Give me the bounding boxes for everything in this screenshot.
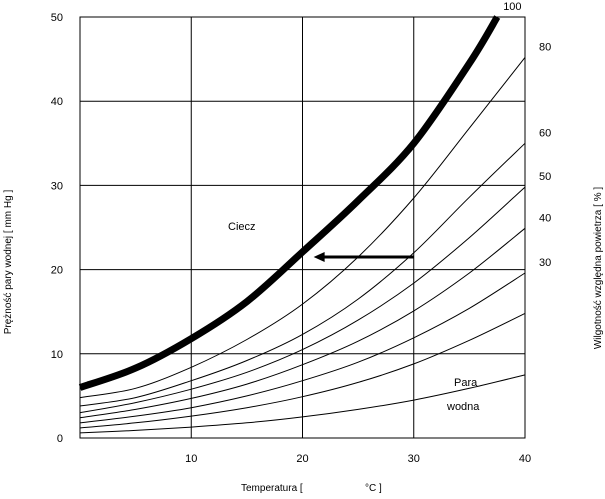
curve-label-40: 40 xyxy=(539,212,551,224)
curve-rh-60 xyxy=(79,142,526,407)
arrow-head xyxy=(313,251,325,262)
y-tick-label: 50 xyxy=(51,12,63,24)
curve-label-30: 30 xyxy=(539,257,551,269)
curve-label-50: 50 xyxy=(539,171,551,183)
x-tick-label: 30 xyxy=(408,453,420,465)
curve-rh-100 xyxy=(78,15,501,391)
curve-rh-10 xyxy=(79,374,526,434)
y-tick-label: 30 xyxy=(51,180,63,192)
curve-rh-40 xyxy=(79,227,526,419)
y-tick-label: 0 xyxy=(57,433,63,445)
humidity-curves xyxy=(78,15,526,434)
curve-rh-30 xyxy=(79,272,526,424)
curve-label-100: 100 xyxy=(503,1,521,13)
vapor-region-label-line1: Para xyxy=(454,377,478,389)
x-axis-unit: °C ] xyxy=(365,483,382,494)
x-tick-label: 10 xyxy=(185,453,197,465)
curve-rh-50 xyxy=(79,186,526,414)
y-tick-label: 40 xyxy=(51,96,63,108)
y-tick-label: 20 xyxy=(51,265,63,277)
curve-rh-80 xyxy=(79,57,526,399)
vapor-region-label-line2: wodna xyxy=(446,401,480,413)
x-tick-label: 40 xyxy=(519,453,531,465)
y-axis-label-left: Prężność pary wodnej [ mm Hg ] xyxy=(3,190,14,335)
curve-label-60: 60 xyxy=(539,127,551,139)
liquid-region-label: Ciecz xyxy=(228,221,256,233)
y-axis-label-right: Wilgotność względna powietrza [ % ] xyxy=(593,187,604,350)
x-axis-label: Temperatura [ xyxy=(241,483,303,494)
curve-label-80: 80 xyxy=(539,41,551,53)
condensation-arrow xyxy=(313,251,414,262)
y-tick-label: 10 xyxy=(51,349,63,361)
plot-frame xyxy=(79,16,526,439)
x-tick-label: 20 xyxy=(296,453,308,465)
curve-rh-20 xyxy=(79,312,526,429)
tick-labels: 0 10 20 30 40 50 10 20 30 40 xyxy=(51,12,531,465)
curve-labels: 100 80 60 50 40 30 xyxy=(503,1,551,269)
